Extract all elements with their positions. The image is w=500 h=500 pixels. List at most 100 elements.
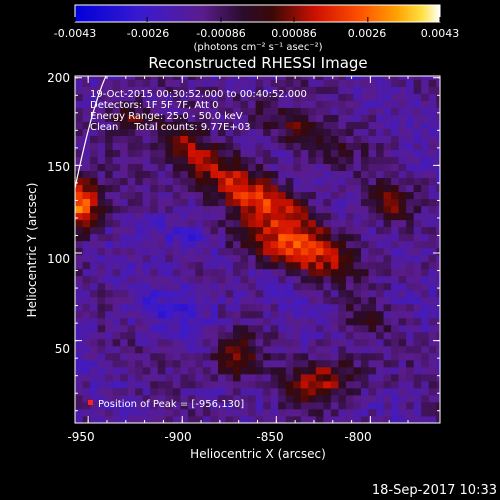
heatmap-cell xyxy=(180,93,189,101)
heatmap-cell xyxy=(150,345,159,354)
heatmap-cell xyxy=(413,86,422,94)
heatmap-cell xyxy=(315,394,324,403)
heatmap-cell xyxy=(398,156,407,165)
heatmap-cell xyxy=(353,114,362,122)
heatmap-cell xyxy=(97,219,106,228)
heatmap-cell xyxy=(436,366,440,375)
heatmap-cell xyxy=(233,86,241,94)
heatmap-cell xyxy=(376,212,384,221)
heatmap-cell xyxy=(142,352,151,361)
heatmap-cell xyxy=(255,373,264,382)
heatmap-cell xyxy=(323,408,332,417)
heatmap-cell xyxy=(391,177,400,186)
heatmap-cell xyxy=(157,79,166,87)
heatmap-cell xyxy=(172,226,181,235)
heatmap-cell xyxy=(248,380,257,389)
heatmap-cell xyxy=(202,345,211,354)
heatmap-cell xyxy=(330,310,339,319)
heatmap-cell xyxy=(172,191,181,200)
heatmap-cell xyxy=(368,282,377,291)
heatmap-cell xyxy=(300,296,309,305)
heatmap-cell xyxy=(248,135,257,143)
heatmap-cell xyxy=(300,233,309,242)
heatmap-cell xyxy=(165,170,174,179)
heatmap-cell xyxy=(180,226,189,235)
heatmap-cell xyxy=(217,149,226,158)
heatmap-cell xyxy=(112,415,121,423)
heatmap-cell xyxy=(428,156,437,165)
heatmap-cell xyxy=(195,408,204,417)
heatmap-cell xyxy=(157,373,166,382)
heatmap-cell xyxy=(278,177,287,186)
heatmap-cell xyxy=(391,366,400,375)
heatmap-cell xyxy=(233,345,241,354)
heatmap-cell xyxy=(263,352,272,361)
heatmap-cell xyxy=(142,317,151,326)
heatmap-cell xyxy=(368,128,377,136)
heatmap-cell xyxy=(97,352,106,361)
heatmap-cell xyxy=(75,86,83,94)
heatmap-cell xyxy=(278,415,287,423)
heatmap-cell xyxy=(225,289,234,298)
heatmap-cell xyxy=(195,338,204,347)
heatmap-cell xyxy=(233,170,241,179)
heatmap-cell xyxy=(112,156,121,165)
heatmap-cell xyxy=(255,121,264,129)
heatmap-cell xyxy=(270,352,279,361)
heatmap-cell xyxy=(255,394,264,403)
heatmap-cell xyxy=(195,387,204,396)
heatmap-cell xyxy=(255,198,264,207)
heatmap-cell xyxy=(202,198,211,207)
heatmap-cell xyxy=(187,282,196,291)
heatmap-cell xyxy=(172,170,181,179)
heatmap-cell xyxy=(90,184,98,193)
heatmap-cell xyxy=(270,401,279,410)
heatmap-cell xyxy=(240,380,249,389)
heatmap-cell xyxy=(413,205,422,214)
heatmap-cell xyxy=(330,338,339,347)
heatmap-cell xyxy=(263,135,272,143)
heatmap-cell xyxy=(82,156,91,165)
heatmap-cell xyxy=(330,79,339,87)
heatmap-cell xyxy=(202,93,211,101)
heatmap-cell xyxy=(210,380,219,389)
heatmap-cell xyxy=(330,86,339,94)
heatmap-cell xyxy=(165,373,174,382)
heatmap-cell xyxy=(293,373,302,382)
heatmap-cell xyxy=(105,366,114,375)
heatmap-cell xyxy=(263,247,272,256)
heatmap-cell xyxy=(120,212,129,221)
heatmap-cell xyxy=(391,114,400,122)
heatmap-cell xyxy=(127,352,136,361)
heatmap-cell xyxy=(225,135,234,143)
heatmap-cell xyxy=(376,226,384,235)
heatmap-cell xyxy=(225,219,234,228)
heatmap-cell xyxy=(376,93,384,101)
heatmap-cell xyxy=(338,352,347,361)
heatmap-cell xyxy=(105,282,114,291)
heatmap-cell xyxy=(428,387,437,396)
heatmap-cell xyxy=(278,380,287,389)
heatmap-cell xyxy=(383,121,392,129)
heatmap-cell xyxy=(172,205,181,214)
heatmap-cell xyxy=(90,352,98,361)
heatmap-cell xyxy=(157,352,166,361)
heatmap-cell xyxy=(165,240,174,249)
heatmap-cell xyxy=(270,408,279,417)
heatmap-cell xyxy=(391,408,400,417)
heatmap-cell xyxy=(255,254,264,263)
heatmap-cell xyxy=(293,352,302,361)
heatmap-cell xyxy=(120,76,129,80)
heatmap-cell xyxy=(112,254,121,263)
heatmap-cell xyxy=(165,184,174,193)
heatmap-cell xyxy=(360,317,369,326)
heatmap-cell xyxy=(315,212,324,221)
heatmap-cell xyxy=(165,135,174,143)
heatmap-cell xyxy=(293,408,302,417)
heatmap-cell xyxy=(165,331,174,340)
heatmap-cell xyxy=(270,317,279,326)
heatmap-cell xyxy=(263,170,272,179)
heatmap-cell xyxy=(135,247,144,256)
heatmap-cell xyxy=(383,310,392,319)
